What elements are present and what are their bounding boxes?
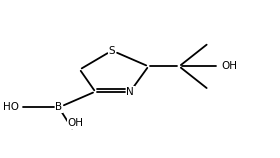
Text: OH: OH [221, 61, 237, 71]
Text: S: S [109, 46, 115, 56]
Text: HO: HO [3, 102, 19, 112]
Text: N: N [126, 87, 134, 97]
Text: OH: OH [67, 118, 83, 128]
Text: B: B [55, 102, 62, 112]
